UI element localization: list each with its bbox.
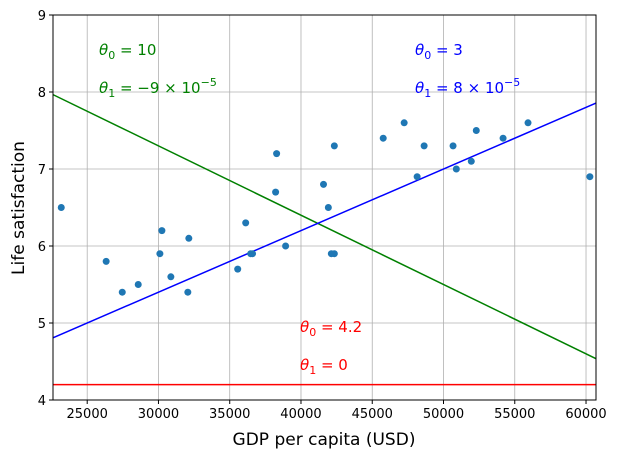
data-point xyxy=(156,250,164,258)
data-point xyxy=(330,250,338,258)
theta-symbol: θ xyxy=(300,318,309,336)
theta-value: = 0 xyxy=(316,356,348,374)
data-point xyxy=(102,257,110,265)
theta-value: = 8 × 10 xyxy=(431,79,504,97)
plot-frame xyxy=(52,14,597,401)
data-point xyxy=(420,142,428,150)
x-tick-label: 35000 xyxy=(209,407,250,422)
data-point xyxy=(467,157,475,165)
theta-subscript: 0 xyxy=(309,326,316,339)
data-point xyxy=(118,288,126,296)
model-lines xyxy=(52,93,597,386)
x-tick-label: 60000 xyxy=(565,407,606,422)
theta-subscript: 0 xyxy=(108,49,115,62)
theta-annotation: θ0 = 3 xyxy=(415,41,463,62)
y-tick-label: 8 xyxy=(38,86,46,101)
grid xyxy=(53,14,596,401)
x-tick-label: 55000 xyxy=(494,407,535,422)
theta-subscript: 0 xyxy=(424,49,431,62)
theta-value: = −9 × 10 xyxy=(115,79,200,97)
y-tick-label: 5 xyxy=(38,317,46,332)
y-tick-label: 7 xyxy=(38,163,46,178)
theta-value: = 4.2 xyxy=(316,318,362,336)
x-tick-label: 25000 xyxy=(67,407,108,422)
theta-subscript: 1 xyxy=(108,87,115,100)
data-point xyxy=(282,242,290,250)
theta-annotation: θ1 = 8 × 10−5 xyxy=(415,76,520,100)
theta-value: = 10 xyxy=(115,41,156,59)
x-tick-label: 45000 xyxy=(352,407,393,422)
theta-symbol: θ xyxy=(99,41,108,59)
data-point xyxy=(184,288,192,296)
data-point xyxy=(273,150,281,158)
model-line xyxy=(52,93,597,360)
y-tick-label: 4 xyxy=(38,394,46,409)
data-point xyxy=(242,219,250,227)
data-points xyxy=(57,119,594,296)
data-point xyxy=(472,127,480,134)
theta-symbol: θ xyxy=(99,79,108,97)
data-point xyxy=(134,281,142,288)
data-point xyxy=(234,265,242,273)
data-point xyxy=(413,173,421,181)
exponent: −5 xyxy=(504,76,520,89)
data-point xyxy=(185,234,193,242)
x-tick-label: 40000 xyxy=(280,407,321,422)
theta-symbol: θ xyxy=(415,79,424,97)
data-point xyxy=(452,165,460,173)
data-point xyxy=(524,119,532,127)
y-tick-label: 6 xyxy=(38,240,46,255)
data-point xyxy=(330,142,338,150)
x-tick-label: 50000 xyxy=(423,407,464,422)
exponent: −5 xyxy=(201,76,217,89)
theta-subscript: 1 xyxy=(309,364,316,377)
y-tick-label: 9 xyxy=(38,9,46,24)
x-tick-label: 30000 xyxy=(138,407,179,422)
data-point xyxy=(272,188,280,196)
y-axis-label: Life satisfaction xyxy=(9,141,29,275)
data-point xyxy=(249,250,257,258)
data-point xyxy=(57,204,65,211)
theta-subscript: 1 xyxy=(424,87,431,100)
data-point xyxy=(379,134,387,142)
tick-labels: 25000 30000 35000 40000 45000 50000 55000 60000… xyxy=(38,9,607,422)
data-point xyxy=(449,142,457,150)
data-point xyxy=(167,273,175,281)
data-point xyxy=(158,227,166,235)
theta-annotation: θ1 = 0 xyxy=(300,356,348,377)
theta-symbol: θ xyxy=(415,41,424,59)
x-axis-label: GDP per capita (USD) xyxy=(233,430,416,450)
theta-annotation: θ0 = 10 xyxy=(99,41,156,62)
theta-annotation: θ1 = −9 × 10−5 xyxy=(99,76,217,100)
data-point xyxy=(400,119,408,127)
data-point xyxy=(320,180,328,188)
data-point xyxy=(499,134,507,142)
theta-symbol: θ xyxy=(300,356,309,374)
data-point xyxy=(324,204,332,211)
theta-value: = 3 xyxy=(431,41,463,59)
theta-annotation: θ0 = 4.2 xyxy=(300,318,362,339)
model-line xyxy=(52,102,597,339)
data-point xyxy=(586,173,594,181)
